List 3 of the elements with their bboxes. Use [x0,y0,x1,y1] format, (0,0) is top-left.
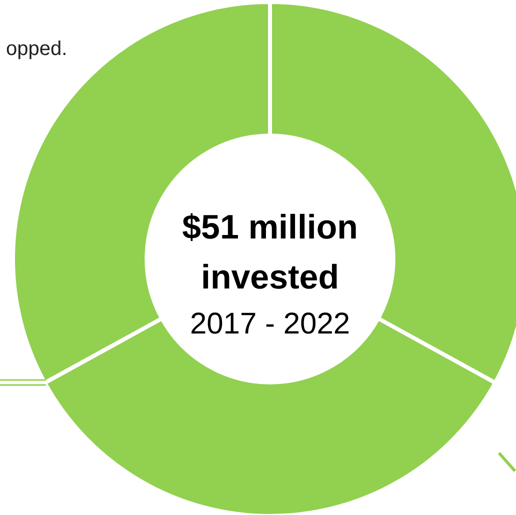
text: 2017 - 2022 [190,307,350,340]
text: $51 million invested [182,208,358,296]
text: opped. [6,38,68,61]
